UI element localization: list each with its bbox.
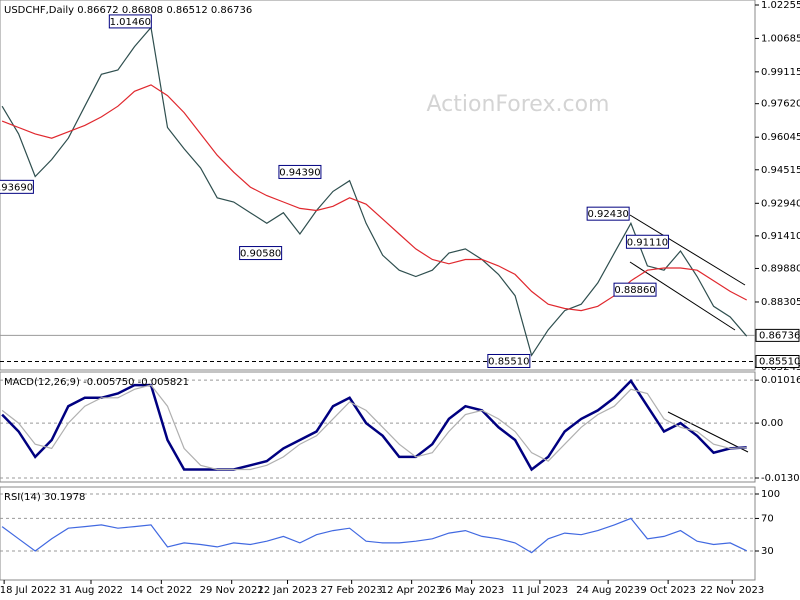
annotation-box xyxy=(108,14,152,29)
y-tick-label: 0.010166 xyxy=(761,375,800,386)
annotation-label: 0.85510 xyxy=(488,356,529,367)
x-tick-label: 24 Aug 2023 xyxy=(576,585,640,596)
x-tick-label: 27 Feb 2023 xyxy=(321,585,383,596)
y-tick-label: 0.92940 xyxy=(761,198,800,209)
annotation-label: 0.92430 xyxy=(587,209,628,220)
panel-title: RSI(14) 30.1978 xyxy=(4,492,85,503)
level-label: 0.85510 xyxy=(759,356,800,367)
y-tick-label: 0.99115 xyxy=(761,67,800,78)
x-tick-label: 18 Jul 2022 xyxy=(0,585,56,596)
level-box xyxy=(755,354,800,368)
x-tick-label: 22 Nov 2023 xyxy=(700,585,764,596)
rsi-frame xyxy=(0,486,756,581)
x-tick-label: 29 Nov 2022 xyxy=(200,585,264,596)
series-line xyxy=(1,378,747,472)
y-tick-label: 30 xyxy=(761,546,774,557)
macd-frame xyxy=(0,371,756,483)
panel-title: MACD(12,26,9) -0.005750 -0.005821 xyxy=(4,377,189,388)
y-tick-label: 0.00 xyxy=(761,418,783,429)
y-tick-label: 0.91410 xyxy=(761,231,800,242)
annotation-box xyxy=(487,353,531,368)
y-tick-label: 0.94515 xyxy=(761,165,800,176)
series-line xyxy=(1,26,748,357)
x-tick-label: 12 Jan 2023 xyxy=(258,585,318,596)
annotation-box xyxy=(613,282,657,297)
channel-line xyxy=(629,214,746,286)
channel-line xyxy=(629,261,736,331)
y-tick-label: 0.89880 xyxy=(761,263,800,274)
annotation-box xyxy=(278,164,322,179)
panel-title: USDCHF,Daily 0.86672 0.86808 0.86512 0.8… xyxy=(4,5,252,16)
x-tick-label: 9 Oct 2023 xyxy=(640,585,695,596)
y-tick-label: 0.96045 xyxy=(761,132,800,143)
annotation-label: 0.94390 xyxy=(279,167,320,178)
annotation-box xyxy=(625,234,669,249)
annotation-label: 0.88860 xyxy=(614,285,655,296)
y-tick-label: 0.88305 xyxy=(761,297,800,308)
annotation-box xyxy=(239,246,283,261)
annotation-box xyxy=(0,179,34,194)
annotation-box xyxy=(586,206,630,221)
x-tick-label: 14 Oct 2022 xyxy=(130,585,192,596)
y-tick-label: 0.97620 xyxy=(761,99,800,110)
y-tick-label: 1.00685 xyxy=(761,33,800,44)
series-line xyxy=(1,517,747,554)
y-tick-label: 1.02255 xyxy=(761,0,800,11)
level-label: 0.86736 xyxy=(759,330,800,341)
annotation-label: 0.90580 xyxy=(240,249,281,260)
annotation-label: 1.01460 xyxy=(110,17,151,28)
annotation-label: 0.93690 xyxy=(0,182,33,193)
trend-line xyxy=(667,411,749,453)
watermark: ActionForex.com xyxy=(427,92,610,117)
y-tick-label: 70 xyxy=(761,513,774,524)
x-tick-label: 11 Jul 2023 xyxy=(512,585,569,596)
y-tick-label: -0.013006 xyxy=(761,473,800,484)
y-tick-label: 100 xyxy=(761,489,780,500)
x-tick-label: 31 Aug 2022 xyxy=(59,585,123,596)
series-line xyxy=(1,84,747,312)
level-box xyxy=(755,328,800,342)
x-tick-label: 26 May 2023 xyxy=(439,585,504,596)
series-line xyxy=(1,384,747,471)
annotation-label: 0.91110 xyxy=(627,237,668,248)
x-tick-label: 12 Apr 2023 xyxy=(381,585,443,596)
price-frame xyxy=(0,0,756,371)
